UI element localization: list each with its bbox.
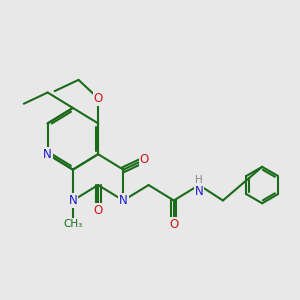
Text: O: O xyxy=(169,218,178,231)
Text: N: N xyxy=(68,194,77,207)
Text: O: O xyxy=(94,92,103,105)
Text: N: N xyxy=(43,148,52,161)
Text: N: N xyxy=(195,185,203,198)
Text: H: H xyxy=(195,175,203,185)
Text: CH₃: CH₃ xyxy=(63,219,82,229)
Text: O: O xyxy=(140,153,149,166)
Text: N: N xyxy=(119,194,128,207)
Text: O: O xyxy=(94,204,103,217)
